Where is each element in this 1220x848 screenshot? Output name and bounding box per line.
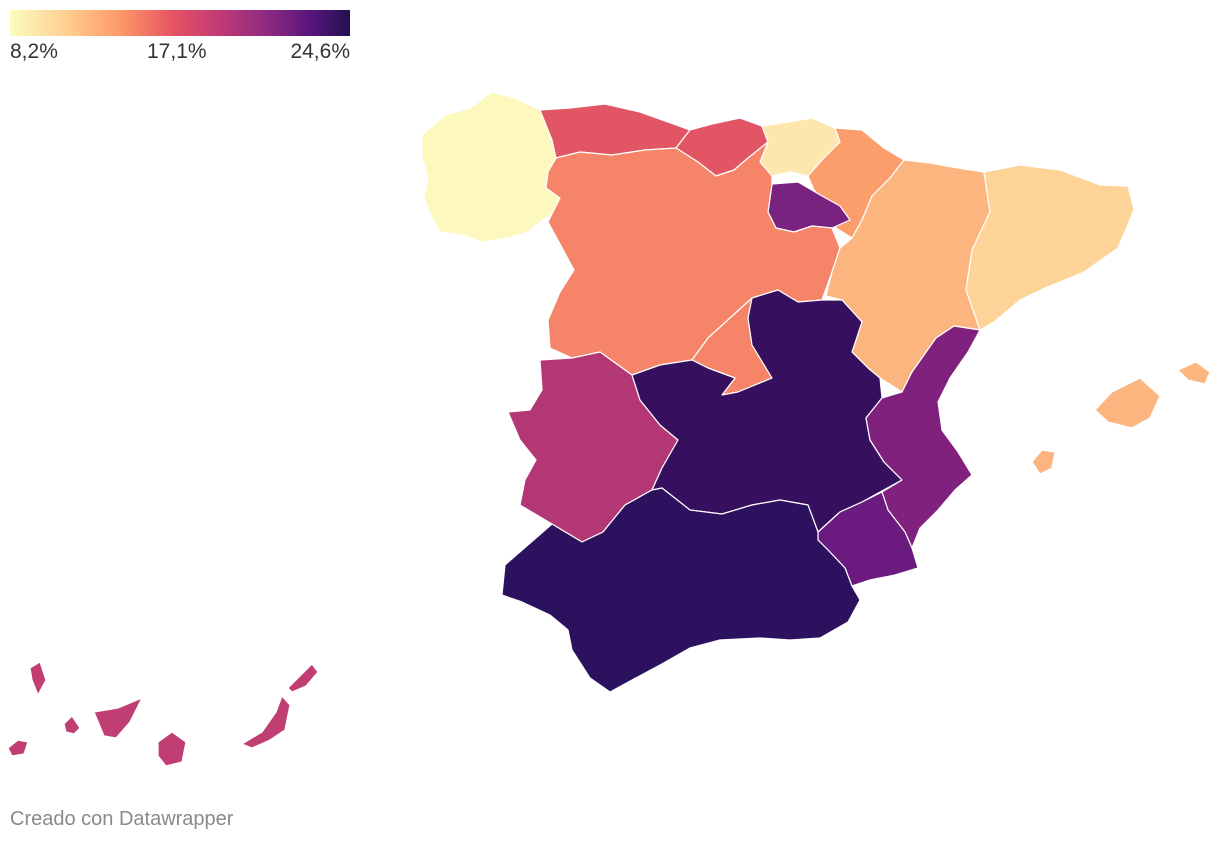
datawrapper-credit[interactable]: Creado con Datawrapper xyxy=(10,808,234,830)
region-canarias[interactable]: Canarias xyxy=(7,661,319,767)
region-andalucia[interactable]: Andalucía xyxy=(501,487,861,693)
region-cataluna[interactable]: Cataluña xyxy=(965,164,1135,331)
legend-min-label: 8,2% xyxy=(10,40,58,63)
color-legend: 8,2% 17,1% 24,6% xyxy=(10,10,350,70)
region-valencia[interactable]: Comunitat Valenciana xyxy=(865,325,981,549)
legend-labels: 8,2% 17,1% 24,6% xyxy=(10,40,350,70)
region-galicia[interactable]: Galicia xyxy=(421,91,561,243)
legend-gradient-bar xyxy=(10,10,350,36)
legend-max-label: 24,6% xyxy=(290,40,350,63)
region-illes-balears[interactable]: Illes Balears xyxy=(1031,361,1211,475)
legend-mid-label: 17,1% xyxy=(147,40,207,63)
